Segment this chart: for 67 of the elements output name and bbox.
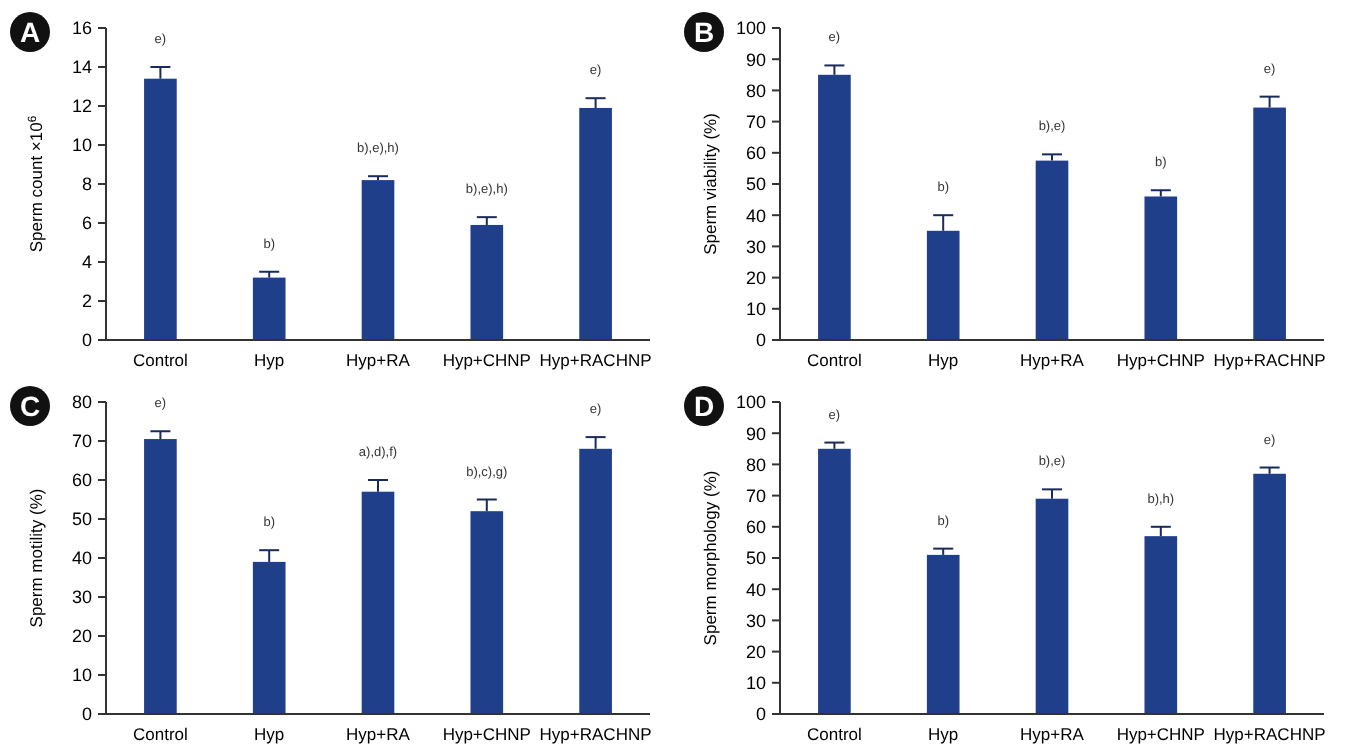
x-tick-label: Control	[132, 350, 189, 370]
chart-title: C	[19, 390, 41, 422]
y-axis-title: Sperm motility (%)	[26, 488, 46, 628]
x-tick-label: Hyp	[254, 724, 285, 744]
y-tick-label: 80	[745, 80, 766, 101]
y-tick-label: 10	[71, 665, 92, 686]
y-tick-label: 10	[71, 135, 92, 156]
x-tick-label: Hyp+RA	[1020, 350, 1085, 370]
y-tick-label: 100	[735, 18, 766, 39]
x-tick-label: Control	[132, 724, 189, 744]
y-tick-label: 40	[745, 205, 766, 226]
y-tick-label: 30	[71, 587, 92, 608]
y-tick-label: 4	[81, 252, 92, 273]
y-tick-label: 50	[71, 509, 92, 530]
y-tick-label: 90	[745, 423, 766, 444]
x-tick-label: Hyp+RA	[346, 724, 411, 744]
x-tick-label: Hyp+CHNP	[1116, 350, 1206, 370]
y-axis-title: Sperm morphology (%)	[700, 470, 720, 646]
x-tick-label: Hyp+RA	[1020, 724, 1085, 744]
y-tick-label: 0	[81, 704, 92, 725]
y-tick-label: 0	[755, 330, 766, 351]
y-tick-label: 40	[71, 548, 92, 569]
y-tick-label: 10	[745, 299, 766, 320]
x-tick-label: Hyp+CHNP	[1116, 724, 1206, 744]
y-tick-label: 30	[745, 610, 766, 631]
y-tick-label: 16	[71, 18, 92, 39]
y-tick-label: 10	[745, 673, 766, 694]
y-tick-label: 100	[735, 392, 766, 413]
y-tick-label: 70	[745, 485, 766, 506]
x-tick-label: Control	[806, 724, 863, 744]
x-tick-label: Hyp+RACHNP	[1213, 724, 1327, 744]
y-tick-label: 80	[745, 454, 766, 475]
y-tick-label: 50	[745, 174, 766, 195]
y-tick-label: 70	[745, 111, 766, 132]
y-tick-label: 90	[745, 49, 766, 70]
chart-title: A	[19, 16, 41, 48]
x-tick-label: Hyp+CHNP	[442, 350, 532, 370]
y-tick-label: 20	[745, 267, 766, 288]
y-tick-label: 30	[745, 236, 766, 257]
y-tick-label: 70	[71, 431, 92, 452]
x-tick-label: Hyp+RACHNP	[539, 350, 653, 370]
y-tick-label: 8	[81, 174, 92, 195]
y-tick-label: 50	[745, 548, 766, 569]
y-tick-label: 40	[745, 579, 766, 600]
x-tick-label: Hyp+CHNP	[442, 724, 532, 744]
x-tick-label: Hyp	[928, 350, 959, 370]
y-tick-label: 60	[745, 517, 766, 538]
y-tick-label: 0	[81, 330, 92, 351]
y-tick-label: 20	[71, 626, 92, 647]
y-tick-label: 60	[745, 143, 766, 164]
x-tick-label: Hyp+RACHNP	[1213, 350, 1327, 370]
y-tick-label: 20	[745, 641, 766, 662]
chart-title: D	[693, 390, 715, 422]
y-tick-label: 6	[81, 213, 92, 234]
x-tick-label: Control	[806, 350, 863, 370]
x-tick-label: Hyp+RA	[346, 350, 411, 370]
y-tick-label: 60	[71, 470, 92, 491]
chart-title: B	[693, 16, 715, 48]
x-tick-label: Hyp+RACHNP	[539, 724, 653, 744]
y-tick-label: 2	[81, 291, 92, 312]
y-tick-label: 0	[755, 704, 766, 725]
x-tick-label: Hyp	[928, 724, 959, 744]
y-axis-title: Sperm viability (%)	[700, 112, 720, 255]
y-tick-label: 14	[71, 57, 92, 78]
y-tick-label: 12	[71, 96, 92, 117]
y-tick-label: 80	[71, 392, 92, 413]
x-tick-label: Hyp	[254, 350, 285, 370]
